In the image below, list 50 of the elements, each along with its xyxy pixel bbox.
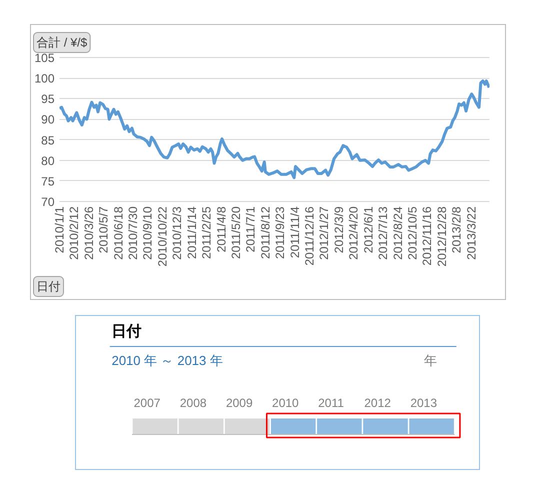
x-tick-label: 2011/7/1 <box>244 206 258 252</box>
x-tick-label: 2011/12/16 <box>302 206 317 266</box>
line-series <box>60 79 490 180</box>
text: 年 <box>424 353 437 368</box>
y-tick-label: 85 <box>41 133 55 148</box>
x-tick-label: 2011/1/14 <box>184 206 199 259</box>
x-tick-label: 2010 <box>272 396 300 410</box>
x-tick-label: 2011/11/4 <box>288 206 302 258</box>
y-tick-label: 90 <box>41 112 55 127</box>
y-tick-label: 75 <box>41 174 55 188</box>
x-tick-label: 2012/4/20 <box>346 206 361 260</box>
x-tick-label: 2010/10/22 <box>155 206 170 267</box>
x-tick-label: 2011/8/12 <box>258 206 272 259</box>
x-tick-label: 2011 <box>318 396 344 410</box>
y-tick-label: 70 <box>41 195 55 209</box>
y-tick-label: 95 <box>41 92 55 106</box>
x-tick-label: 2010/5/7 <box>96 206 111 254</box>
x-tick-label: 2010/9/10 <box>140 206 155 260</box>
chart-subtitle: 2010 年 ～ 2013 年 <box>112 353 223 368</box>
x-tick-label: 2010/2/12 <box>67 206 82 260</box>
x-tick-label: 2010/1/1 <box>52 206 66 254</box>
y-tick-label: 80 <box>41 154 55 168</box>
chart-title: 日付 <box>112 323 142 340</box>
y-tick-label: 100 <box>34 72 55 86</box>
x-tick-label: 2011/4/8 <box>214 206 228 252</box>
x-tick-label: 2012/7/13 <box>376 206 390 260</box>
x-tick-label: 2011/2/25 <box>200 206 214 259</box>
x-tick-label: 2010/7/30 <box>126 206 140 260</box>
x-tick-label: 2011/9/23 <box>273 206 288 259</box>
x-tick-label: 2013 <box>410 396 438 410</box>
x-tick-label: 2012/10/5 <box>405 206 420 260</box>
x-tick-label: 2008 <box>180 396 207 410</box>
x-tick-label: 2010/3/26 <box>82 206 96 260</box>
y-tick-label: 105 <box>34 51 55 65</box>
y-axis-title: 合計 / ¥/$ <box>36 36 88 50</box>
x-tick-label: 2012/12/28 <box>434 206 449 267</box>
x-tick-label: 2010/12/3 <box>170 206 184 260</box>
x-tick-label: 2012/1/27 <box>317 206 332 260</box>
x-tick-label: 2012/3/9 <box>332 206 346 254</box>
x-tick-label: 2012 <box>364 396 392 410</box>
x-tick-label: 2012/11/16 <box>420 206 434 266</box>
x-tick-label: 2012/8/24 <box>390 206 405 260</box>
x-tick-label: 2007 <box>134 396 161 410</box>
x-tick-label: 2009 <box>226 396 253 410</box>
x-tick-label: 2012/6/1 <box>361 206 376 254</box>
x-tick-label: 2013/2/8 <box>450 206 464 254</box>
x-tick-label: 2013/3/22 <box>464 206 478 260</box>
x-tick-label: 2010/6/18 <box>111 206 126 260</box>
x-tick-label: 2011/5/20 <box>228 206 243 259</box>
x-axis-title: 日付 <box>36 280 60 294</box>
